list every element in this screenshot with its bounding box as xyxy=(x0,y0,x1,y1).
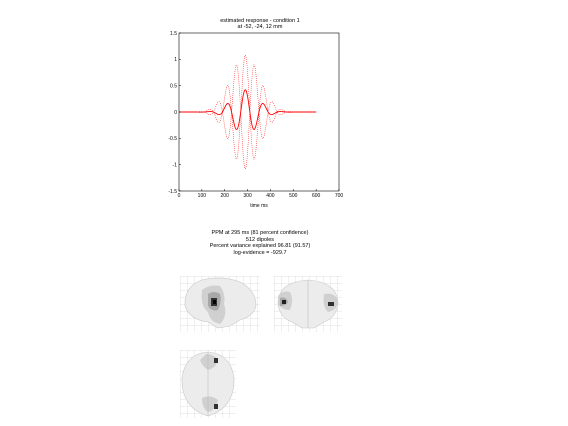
series-line-confidence-1 xyxy=(179,54,317,160)
y-tick-label: -1.5 xyxy=(168,189,177,195)
y-tick-label: 0.5 xyxy=(170,83,177,89)
glass-brain-sagittal xyxy=(180,276,260,332)
ppm-line-4: log-evidence = -929.7 xyxy=(233,249,287,256)
x-tick-label: 100 xyxy=(198,193,207,199)
y-tick-label: 1.5 xyxy=(170,31,177,37)
chart-title: estimated response - condition 1 xyxy=(220,18,300,24)
x-tick-label: 0 xyxy=(178,193,181,199)
series-line-estimate xyxy=(179,89,317,130)
x-tick-label: 500 xyxy=(289,193,298,199)
ppm-line-2: 512 dipoles xyxy=(245,236,275,243)
glass-brain-coronal xyxy=(274,276,342,332)
y-tick-label: -0.5 xyxy=(168,136,177,142)
chart-subtitle: at -52, -24, 12 mm xyxy=(237,24,283,30)
x-tick-label: 700 xyxy=(335,193,344,199)
y-tick-label: 1 xyxy=(174,57,177,63)
x-tick-label: 400 xyxy=(266,193,275,199)
y-tick-label: -1 xyxy=(173,162,178,168)
glass-brain-axial xyxy=(180,350,236,418)
series-layer xyxy=(179,54,317,170)
ppm-line-3: Percent variance explained 96.81 (91.57) xyxy=(209,243,311,249)
tick-layer: 0 100 200 300 400 500 600 700 1.5 1 0.5 0 -0.5 -1 -1.5 xyxy=(168,31,343,199)
ppm-line-1: PPM at 295 ms (81 percent confidence) xyxy=(211,230,309,236)
x-tick-label: 600 xyxy=(312,193,321,199)
series-line-confidence-2 xyxy=(179,64,317,170)
x-tick-label: 300 xyxy=(243,193,252,199)
x-axis-label: time ms xyxy=(250,203,268,209)
x-tick-label: 200 xyxy=(221,193,230,199)
y-tick-label: 0 xyxy=(174,110,177,116)
